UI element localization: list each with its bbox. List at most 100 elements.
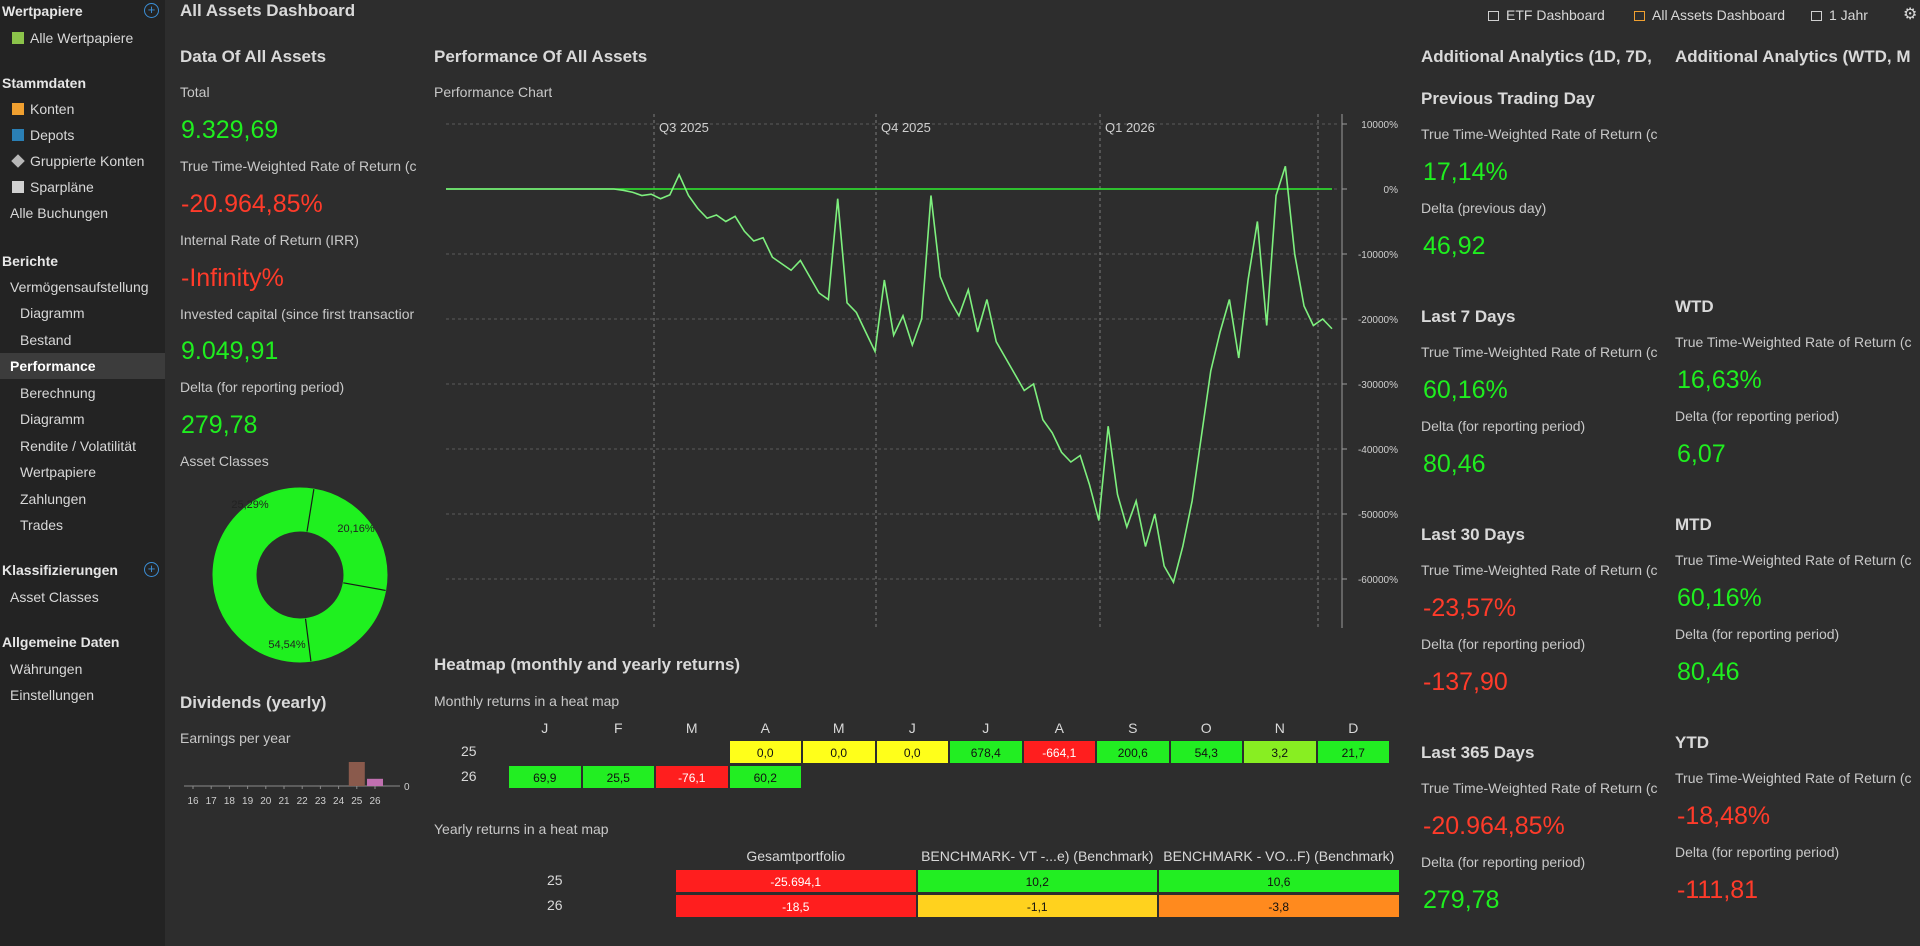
analytics-block-label: True Time-Weighted Rate of Return (c [1675,552,1912,568]
sidebar-item-vermoegensaufstellung[interactable]: Vermögensaufstellung [0,274,165,300]
analytics-block-label: True Time-Weighted Rate of Return (c [1421,562,1658,578]
analytics-block-label: Delta (for reporting period) [1421,854,1586,870]
etf-dashboard-label: ETF Dashboard [1506,7,1605,23]
analytics-block-label: True Time-Weighted Rate of Return (c [1421,780,1658,796]
heatmap-cell: 60,2 [728,765,802,789]
y-tick-label: 0% [1384,185,1399,196]
analytics-block-label: True Time-Weighted Rate of Return (c [1675,334,1912,350]
dividends-tick-label: 20 [260,796,272,807]
irr-label: Internal Rate of Return (IRR) [180,232,359,248]
analytics-block-title: Last 365 Days [1421,743,1535,762]
ttwror-label: True Time-Weighted Rate of Return (c [180,158,416,174]
donut-slice [306,488,388,592]
heatmap-month-header: D [1348,720,1359,736]
sidebar-item-diagramm[interactable]: Diagramm [0,300,165,326]
yearly-heatmap-header: BENCHMARK - VO...F) (Benchmark) [1163,848,1395,864]
analytics-block-title: Last 30 Days [1421,525,1525,544]
heatmap-cell: 54,3 [1169,740,1243,764]
sidebar-item-label: Berechnung [20,385,96,401]
sidebar-item-label: Wertpapiere [20,464,97,480]
sidebar-item-trades[interactable]: Trades [0,512,165,538]
sidebar-item-label: Zahlungen [20,491,87,507]
sidebar-item-sparplaene[interactable]: Sparpläne [0,174,165,200]
period-button[interactable]: 1 Jahr [1811,5,1868,25]
account-icon [12,103,24,115]
add-icon[interactable]: + [144,3,159,18]
sidebar-item-label: Währungen [10,661,83,677]
heatmap-month-header: A [1054,720,1064,736]
yearly-heatmap-header: Gesamtportfolio [746,848,846,864]
heatmap-cell: 200,6 [1096,740,1170,764]
dividends-y-tick-label: 0 [404,782,410,793]
asset-classes-donut-chart: 25,29% 20,16% 54,54% [212,487,388,663]
y-tick-label: -50000% [1358,510,1398,521]
sidebar-item-label: Gruppierte Konten [30,153,145,169]
heatmap-month-header: F [613,720,623,736]
heatmap-month-header: J [541,720,549,736]
y-tick-label: -30000% [1358,380,1398,391]
x-tick-label: Q3 2025 [659,120,709,135]
analytics-block-value: -137,90 [1423,668,1508,696]
analytics-block-title: Previous Trading Day [1421,89,1595,108]
sidebar-item-gruppierte-konten[interactable]: Gruppierte Konten [0,148,165,174]
analytics-block-title: YTD [1675,733,1709,752]
dividends-bar [348,762,365,786]
dividends-tick-label: 23 [315,796,327,807]
performance-title: Performance Of All Assets [434,47,648,66]
analytics-block-label: Delta (for reporting period) [1675,408,1840,424]
analytics-block-value: -111,81 [1677,876,1759,904]
period-label: 1 Jahr [1829,7,1868,23]
sidebar-item-rendite-volatilitaet[interactable]: Rendite / Volatilität [0,433,165,459]
heatmap-cell: 0,0 [802,740,876,764]
sidebar-item-einstellungen[interactable]: Einstellungen [0,682,165,708]
y-tick-label: 10000% [1361,120,1398,131]
sidebar-item-performance[interactable]: Performance [0,353,165,379]
etf-dashboard-button[interactable]: ETF Dashboard [1488,5,1605,25]
heatmap-year-label: 25 [461,743,477,759]
yearly-heatmap-label: Yearly returns in a heat map [434,821,609,837]
analytics-block-value: -20.964,85% [1423,812,1565,840]
sidebar-item-konten[interactable]: Konten [0,96,165,122]
sidebar-item-bestand[interactable]: Bestand [0,327,165,353]
sidebar-item-berechnung[interactable]: Berechnung [0,380,165,406]
heatmap-month-header: S [1128,720,1138,736]
analytics-block-value: -18,48% [1677,802,1771,830]
y-tick-label: -20000% [1358,315,1398,326]
analytics-block-value: 60,16% [1423,376,1508,404]
dividends-tick-label: 22 [297,796,309,807]
data-of-all-assets-title: Data Of All Assets [180,47,327,66]
ttwror-value: -20.964,85% [181,190,323,218]
add-icon[interactable]: + [144,562,159,577]
donut-divider [306,489,315,532]
all-assets-dashboard-label: All Assets Dashboard [1652,7,1786,23]
donut-label: 25,29% [231,499,269,511]
invested-capital-label: Invested capital (since first transactio… [180,306,415,322]
sidebar-item-label: Bestand [20,332,72,348]
sidebar-item-alle-wertpapiere[interactable]: Alle Wertpapiere [0,25,165,51]
y-tick-label: -40000% [1358,445,1398,456]
analytics-block-value: 16,63% [1677,366,1762,394]
all-assets-dashboard-button[interactable]: All Assets Dashboard [1634,5,1785,25]
y-tick-label: -10000% [1358,250,1398,261]
sidebar-item-wertpapiere[interactable]: Wertpapiere [0,459,165,485]
sidebar-item-diagramm-performance[interactable]: Diagramm [0,406,165,432]
yearly-heatmap-cell: -1,1 [916,894,1158,918]
asset-classes-label: Asset Classes [180,453,269,469]
yearly-heatmap-year-label: 25 [547,872,563,888]
sidebar-item-label: Alle Buchungen [10,205,109,221]
sidebar-item-zahlungen[interactable]: Zahlungen [0,486,165,512]
yearly-heatmap-cell: -18,5 [675,894,917,918]
sidebar-item-waehrungen[interactable]: Währungen [0,656,165,682]
analytics-block-label: Delta (for reporting period) [1421,418,1586,434]
sidebar-item-asset-classes[interactable]: Asset Classes [0,584,165,610]
gear-icon[interactable]: ⚙ [1903,6,1918,23]
analytics-block-label: Delta (for reporting period) [1675,844,1840,860]
sidebar-item-depots[interactable]: Depots [0,122,165,148]
sidebar-item-alle-buchungen[interactable]: Alle Buchungen [0,200,165,226]
dividends-title: Dividends (yearly) [180,693,327,712]
earnings-per-year-label: Earnings per year [180,730,291,746]
performance-chart-label: Performance Chart [434,84,553,100]
sidebar-item-label: Diagramm [20,411,85,427]
analytics-block-value: 80,46 [1423,450,1486,478]
dividends-tick-label: 19 [242,796,254,807]
